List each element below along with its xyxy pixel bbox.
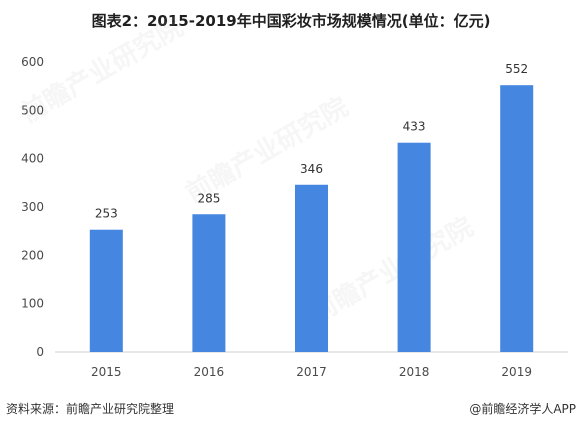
- credit-note: @前瞻经济学人APP: [469, 402, 576, 416]
- y-tick-label: 300: [21, 200, 44, 214]
- bar: [500, 85, 534, 352]
- data-label: 253: [95, 207, 118, 221]
- data-label: 552: [505, 62, 528, 76]
- source-note: 资料来源：前瞻产业研究院整理: [6, 402, 175, 416]
- x-tick-label: 2017: [296, 365, 327, 379]
- y-tick-label: 200: [21, 248, 44, 262]
- y-tick-label: 0: [36, 345, 44, 359]
- bar: [397, 142, 431, 352]
- data-label: 346: [300, 162, 323, 176]
- chart-title: 图表2：2015-2019年中国彩妆市场规模情况(单位：亿元): [91, 12, 491, 30]
- y-tick-label: 500: [21, 103, 44, 117]
- bar: [89, 229, 123, 352]
- bar: [295, 184, 328, 352]
- data-label: 285: [197, 191, 220, 205]
- x-tick-label: 2015: [91, 365, 122, 379]
- y-tick-label: 400: [21, 152, 44, 166]
- y-tick-label: 100: [21, 297, 44, 311]
- bar: [192, 214, 226, 352]
- y-tick-label: 600: [21, 55, 44, 69]
- x-tick-label: 2018: [399, 365, 430, 379]
- x-tick-label: 2019: [501, 365, 532, 379]
- data-label: 433: [403, 120, 426, 134]
- x-tick-label: 2016: [194, 365, 225, 379]
